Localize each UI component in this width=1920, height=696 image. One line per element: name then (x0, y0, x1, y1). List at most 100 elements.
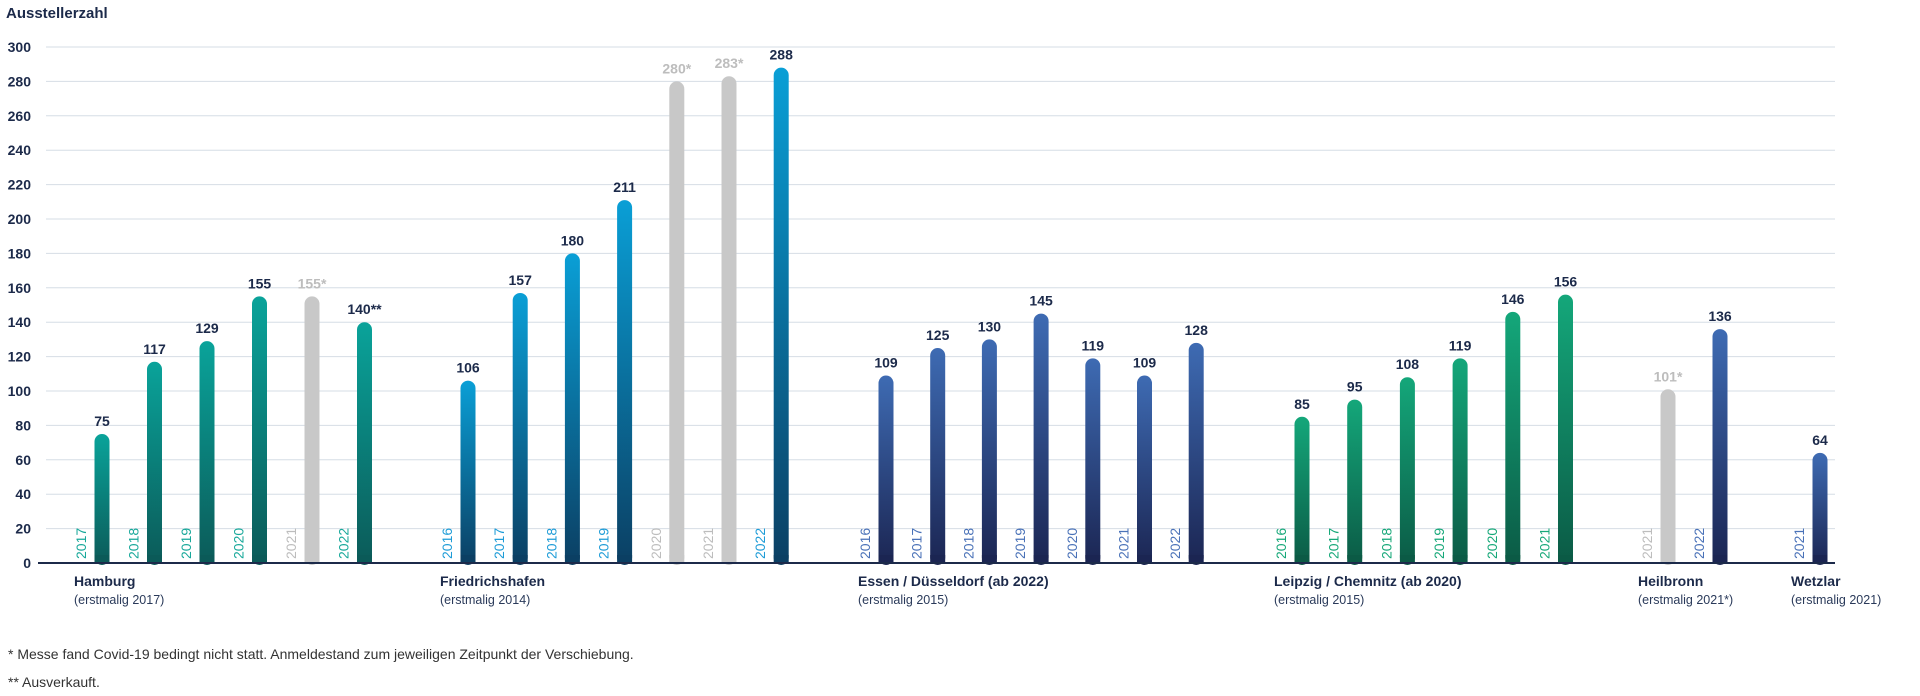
footnote-covid: * Messe fand Covid-19 bedingt nicht stat… (8, 646, 634, 662)
bar (1033, 313, 1049, 565)
year-label: 2021 (1791, 528, 1807, 559)
y-tick-label: 260 (8, 108, 32, 124)
year-label: 2022 (336, 528, 352, 559)
value-label: 155 (248, 275, 272, 291)
group-subtitle: (erstmalig 2014) (440, 593, 530, 607)
bar-base (304, 555, 320, 564)
year-label: 2016 (439, 528, 455, 559)
bar-group: 119 2020 (1064, 337, 1104, 565)
bar-group: 125 2017 (909, 327, 950, 565)
bar (1347, 399, 1363, 565)
bar (1399, 377, 1415, 565)
year-label: 2021 (1639, 528, 1655, 559)
bar (981, 339, 997, 565)
bar-group: 146 2020 (1484, 291, 1525, 565)
value-label: 145 (1029, 293, 1053, 309)
bar-base (1033, 555, 1049, 564)
y-tick-label: 80 (15, 417, 31, 433)
bar (1558, 294, 1573, 565)
bar (1660, 389, 1676, 565)
group-name: Friedrichshafen (440, 573, 545, 589)
value-label: 95 (1347, 379, 1363, 395)
group-labels: Hamburg (erstmalig 2017) Friedrichshafen (e… (74, 573, 1881, 607)
bar (512, 292, 528, 565)
year-label: 2018 (1378, 528, 1394, 559)
bar-group: 101* 2021 (1639, 368, 1683, 565)
year-label: 2017 (491, 528, 507, 559)
value-label: 136 (1708, 308, 1732, 324)
year-label: 2019 (596, 528, 612, 559)
value-label: 283* (715, 55, 744, 71)
bar-group: 109 2016 (857, 355, 898, 565)
value-label: 180 (561, 232, 585, 248)
bar-group: 155 2020 (231, 275, 272, 565)
value-label: 156 (1554, 274, 1578, 290)
y-tick-label: 160 (8, 280, 32, 296)
bar (1137, 375, 1152, 565)
exhibitor-bar-chart: Ausstellerzahl 0 20 40 60 80 100 120 140 160 180 2… (6, 5, 1881, 607)
bar-group: 128 2022 (1167, 322, 1208, 565)
bar-group: 109 2021 (1116, 355, 1156, 565)
y-tick-label: 280 (8, 73, 32, 89)
bar-base (252, 555, 267, 564)
bar-group: 145 2019 (1012, 293, 1053, 565)
footnote-sold-out: ** Ausverkauft. (8, 674, 100, 690)
year-label: 2022 (1167, 528, 1183, 559)
y-tick-label: 220 (8, 177, 32, 193)
bar-group: 117 2018 (126, 341, 166, 565)
bar-base (773, 555, 789, 564)
bar (721, 76, 737, 566)
bar-group: 136 2022 (1691, 308, 1732, 565)
group-name: Leipzig / Chemnitz (ab 2020) (1274, 573, 1461, 589)
bar-group: 288 2022 (752, 47, 793, 565)
value-label: 109 (874, 355, 898, 371)
year-label: 2018 (543, 528, 559, 559)
bar-base (1505, 555, 1521, 564)
bar (252, 296, 267, 565)
value-label: 146 (1501, 291, 1525, 307)
year-label: 2021 (1116, 528, 1132, 559)
bar-group: 140** 2022 (336, 301, 382, 565)
year-label: 2018 (960, 528, 976, 559)
bar-base (721, 555, 737, 564)
y-tick-label: 140 (8, 314, 32, 330)
value-label: 128 (1185, 322, 1209, 338)
y-tick-label: 40 (15, 486, 31, 502)
year-label: 2020 (1064, 528, 1080, 559)
value-label: 157 (509, 272, 533, 288)
value-label: 117 (143, 341, 166, 357)
year-label: 2020 (648, 528, 664, 559)
bar-base (512, 555, 528, 564)
value-label: 280* (662, 60, 691, 76)
y-tick-label: 200 (8, 211, 32, 227)
year-label: 2016 (1273, 528, 1289, 559)
year-label: 2016 (857, 528, 873, 559)
year-label: 2017 (1326, 528, 1342, 559)
group-subtitle: (erstmalig 2021*) (1638, 593, 1733, 607)
year-label: 2021 (1537, 528, 1553, 559)
bar-group: 64 2021 (1791, 432, 1828, 565)
bar-group: 155* 2021 (283, 275, 327, 565)
value-label: 288 (770, 47, 794, 63)
bar-base (564, 555, 580, 564)
bar (1812, 452, 1828, 565)
bar (1188, 342, 1204, 565)
bar-group: 75 2017 (73, 413, 110, 565)
bar-base (1399, 555, 1415, 564)
y-axis-ticks: 0 20 40 60 80 100 120 140 160 180 200 220 240 260 280 3… (8, 39, 32, 571)
bar (564, 253, 580, 565)
bar-group: 211 2019 (596, 179, 636, 565)
bar (1505, 311, 1521, 565)
bar-base (617, 555, 633, 564)
y-tick-label: 180 (8, 245, 32, 261)
footnotes: * Messe fand Covid-19 bedingt nicht stat… (8, 640, 634, 696)
bar-base (930, 555, 946, 564)
bar-group: 108 2018 (1378, 356, 1419, 565)
bar-base (1347, 555, 1363, 564)
value-label: 140** (347, 301, 382, 317)
year-label: 2019 (178, 528, 194, 559)
bar-base (1712, 555, 1728, 564)
bar-base (460, 555, 476, 564)
bar-base (1812, 555, 1828, 564)
group-subtitle: (erstmalig 2017) (74, 593, 164, 607)
